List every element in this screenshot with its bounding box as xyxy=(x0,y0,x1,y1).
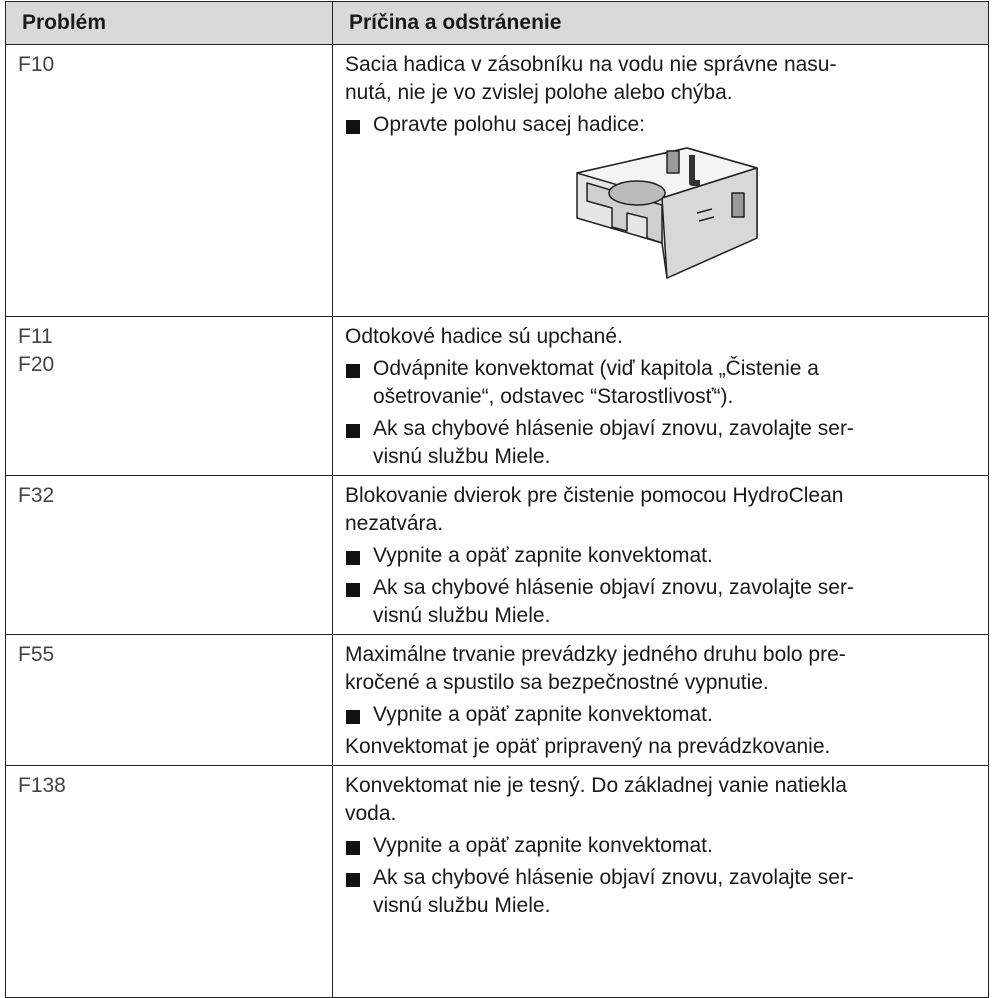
cause-cell: Konvektomat nie je tesný. Do základnej v… xyxy=(332,765,989,998)
text-line: nezatvára. xyxy=(345,512,444,535)
text-line: Ak sa chybové hlásenie objaví znovu, zav… xyxy=(373,866,854,889)
bullet-marker xyxy=(346,841,360,855)
text-line: visnú službu Miele. xyxy=(373,604,551,627)
cause-cell: Blokovanie dvierok pre čistenie pomocou … xyxy=(332,475,989,635)
paragraph: Odtokové hadice sú upchané. xyxy=(345,323,976,351)
tank-illustration xyxy=(576,147,758,279)
bullet-marker xyxy=(346,120,360,134)
row: F138 Konvektomat nie je tesný. Do základn… xyxy=(5,765,989,998)
header-row: Problém Príčina a odstránenie xyxy=(5,1,989,45)
cause-cell: Odtokové hadice sú upchané. Odvápnite kon… xyxy=(332,316,989,476)
paragraph: Konvektomat je opäť pripravený na prevád… xyxy=(345,733,976,761)
text-line: nutá, nie je vo zvislej polohe alebo chý… xyxy=(345,81,733,104)
problem-cell: F32 xyxy=(5,475,333,635)
text-line: Blokovanie dvierok pre čistenie pomocou … xyxy=(345,484,844,507)
text-line: Odvápnite konvektomat (viď kapitola „Čis… xyxy=(373,357,819,380)
text-line: kročené a spustilo sa bezpečnostné vypnu… xyxy=(345,671,769,694)
cause-cell: Sacia hadica v zásobníku na vodu nie spr… xyxy=(332,44,989,317)
text-line: Vypnite a opäť zapnite konvektomat. xyxy=(373,703,713,726)
text-line: Ak sa chybové hlásenie objaví znovu, zav… xyxy=(373,576,854,599)
text-line: Vypnite a opäť zapnite konvektomat. xyxy=(373,544,713,567)
bullet-marker xyxy=(346,710,360,724)
paragraph: Maximálne trvanie prevádzky jedného druh… xyxy=(345,641,976,697)
text-line: visnú službu Miele. xyxy=(373,894,551,917)
page: Problém Príčina a odstránenie F10 Sacia h… xyxy=(5,1,989,998)
bullet-item: Vypnite a opäť zapnite konvektomat. xyxy=(345,542,976,570)
bullet-marker xyxy=(346,551,360,565)
error-code: F32 xyxy=(18,484,55,507)
error-code: F11 xyxy=(18,325,53,348)
text-line: Konvektomat je opäť pripravený na prevád… xyxy=(345,735,831,758)
row: F55 Maximálne trvanie prevádzky jedného d… xyxy=(5,634,989,766)
error-code: F138 xyxy=(18,774,66,797)
problem-cell: F55 xyxy=(5,634,333,766)
paragraph: Sacia hadica v zásobníku na vodu nie spr… xyxy=(345,51,976,107)
text-line: Odtokové hadice sú upchané. xyxy=(345,325,623,348)
text-line: Maximálne trvanie prevádzky jedného druh… xyxy=(345,643,846,666)
text-line: Vypnite a opäť zapnite konvektomat. xyxy=(373,834,713,857)
bullet-item: Ak sa chybové hlásenie objaví znovu, zav… xyxy=(345,415,976,471)
error-code: F55 xyxy=(18,643,55,666)
bullet-item: Vypnite a opäť zapnite konvektomat. xyxy=(345,832,976,860)
text-line: ošetrovanie“, odstavec “Starostlivosť“). xyxy=(373,385,734,408)
bullet-item: Vypnite a opäť zapnite konvektomat. xyxy=(345,701,976,729)
row: F10 Sacia hadica v zásobníku na vodu nie … xyxy=(5,44,989,317)
problem-cell: F138 xyxy=(5,765,333,998)
bullet-item: Ak sa chybové hlásenie objaví znovu, zav… xyxy=(345,574,976,630)
bullet-item: Opravte polohu sacej hadice: xyxy=(345,111,976,139)
bullet-marker xyxy=(346,364,360,378)
bullet-item: Ak sa chybové hlásenie objaví znovu, zav… xyxy=(345,864,976,920)
row: F32 Blokovanie dvierok pre čistenie pomoc… xyxy=(5,475,989,635)
header-cell: Problém xyxy=(5,1,333,45)
bullet-item: Odvápnite konvektomat (viď kapitola „Čis… xyxy=(345,355,976,411)
bullet-marker xyxy=(346,873,360,887)
text-line: Sacia hadica v zásobníku na vodu nie spr… xyxy=(345,53,837,76)
bullet-marker xyxy=(346,583,360,597)
error-table: Problém Príčina a odstránenie F10 Sacia h… xyxy=(5,1,989,998)
problem-cell: F10 xyxy=(5,44,333,317)
text-line: Konvektomat nie je tesný. Do základnej v… xyxy=(345,774,847,797)
text-line: Ak sa chybové hlásenie objaví znovu, zav… xyxy=(373,417,854,440)
text-line: voda. xyxy=(345,802,397,825)
row: F11 F20 Odtokové hadice sú upchané. Odvápni… xyxy=(5,316,989,476)
bullet-marker xyxy=(346,424,360,438)
header-cell: Príčina a odstránenie xyxy=(332,1,989,45)
error-code: F20 xyxy=(18,353,55,376)
problem-cell: F11 F20 xyxy=(5,316,333,476)
paragraph: Konvektomat nie je tesný. Do základnej v… xyxy=(345,772,976,828)
text-line: visnú službu Miele. xyxy=(373,445,551,468)
cause-cell: Maximálne trvanie prevádzky jedného druh… xyxy=(332,634,989,766)
error-code: F10 xyxy=(18,53,55,76)
paragraph: Blokovanie dvierok pre čistenie pomocou … xyxy=(345,482,976,538)
text-line: Opravte polohu sacej hadice: xyxy=(373,113,646,136)
